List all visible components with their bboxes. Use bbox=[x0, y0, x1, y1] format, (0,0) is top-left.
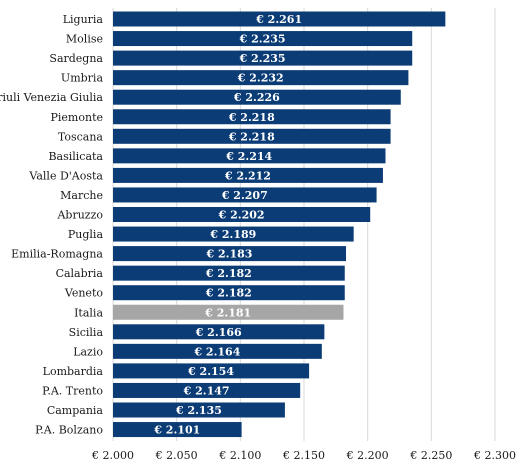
category-label: Lombardia bbox=[43, 365, 104, 378]
bar-value-label: € 2.164 bbox=[193, 345, 240, 358]
category-label: Umbria bbox=[61, 72, 104, 85]
bar-value-label: € 2.218 bbox=[228, 111, 275, 124]
bar bbox=[113, 226, 354, 242]
bar-value-label: € 2.218 bbox=[228, 130, 275, 143]
bar-value-label: € 2.212 bbox=[224, 169, 271, 182]
bar bbox=[113, 422, 242, 438]
bar bbox=[113, 402, 285, 418]
category-label: P.A. Trento bbox=[42, 384, 103, 397]
category-label: Sardegna bbox=[49, 52, 103, 65]
category-label: Toscana bbox=[58, 130, 104, 143]
bar-value-label: € 2.226 bbox=[233, 91, 280, 104]
x-tick-label: € 2.100 bbox=[218, 449, 261, 462]
x-tick-label: € 2.250 bbox=[409, 449, 452, 462]
bar bbox=[113, 246, 347, 262]
bar-value-label: € 2.147 bbox=[183, 384, 230, 397]
bar bbox=[113, 11, 446, 27]
category-label: Emilia-Romagna bbox=[11, 248, 103, 261]
category-label: Friuli Venezia Giulia bbox=[0, 91, 103, 104]
category-label: Basilicata bbox=[48, 150, 103, 163]
bar-value-label: € 2.235 bbox=[239, 33, 286, 46]
bar-value-label: € 2.135 bbox=[175, 404, 222, 417]
bar bbox=[113, 343, 322, 359]
category-label: Molise bbox=[66, 33, 103, 46]
bar-value-label: € 2.182 bbox=[205, 267, 252, 280]
bar-value-label: € 2.154 bbox=[187, 365, 234, 378]
bar bbox=[113, 148, 386, 164]
bar-value-label: € 2.101 bbox=[153, 424, 200, 437]
bar bbox=[113, 265, 345, 281]
bar bbox=[113, 167, 383, 183]
bar-value-label: € 2.232 bbox=[237, 72, 284, 85]
x-axis-tick-labels: € 2.000 € 2.050 € 2.100 € 2.150 € 2.200 € 2.2… bbox=[91, 449, 516, 462]
bar bbox=[113, 324, 325, 340]
bar bbox=[113, 207, 371, 222]
bar-value-label: € 2.214 bbox=[225, 150, 272, 163]
category-label: Liguria bbox=[63, 13, 104, 26]
bar bbox=[113, 109, 391, 125]
x-tick-label: € 2.200 bbox=[346, 449, 389, 462]
category-label: Abruzzo bbox=[56, 209, 103, 222]
category-label: Veneto bbox=[64, 287, 103, 300]
bar bbox=[113, 285, 345, 301]
bar bbox=[113, 304, 344, 320]
x-tick-label: € 2.000 bbox=[91, 449, 134, 462]
category-label: Lazio bbox=[73, 345, 103, 358]
bar-value-label: € 2.182 bbox=[205, 287, 252, 300]
bar bbox=[113, 50, 413, 66]
x-tick-label: € 2.150 bbox=[282, 449, 325, 462]
category-label: Campania bbox=[47, 404, 104, 417]
category-label: Piemonte bbox=[51, 111, 104, 124]
category-label: Sicilia bbox=[69, 326, 104, 339]
bars: € 2.261 € 2.235 € 2.235 € 2.232 € 2.226 € 2.2… bbox=[113, 11, 446, 438]
bar-value-label: € 2.181 bbox=[204, 306, 251, 319]
category-labels: Liguria Molise Sardegna Umbria Friuli Venezi… bbox=[0, 13, 103, 437]
category-label: Calabria bbox=[56, 267, 104, 280]
bar bbox=[113, 382, 301, 398]
category-label: Puglia bbox=[68, 228, 104, 241]
x-tick-label: € 2.300 bbox=[473, 449, 516, 462]
bar-value-label: € 2.166 bbox=[195, 326, 242, 339]
bar bbox=[113, 89, 401, 105]
bar-value-label: € 2.202 bbox=[218, 209, 265, 222]
category-label: Marche bbox=[60, 189, 103, 202]
bar bbox=[113, 31, 413, 47]
bar-value-label: € 2.189 bbox=[209, 228, 256, 241]
bar bbox=[113, 70, 409, 86]
bar bbox=[113, 128, 391, 144]
category-label: P.A. Bolzano bbox=[35, 424, 103, 437]
category-label: Italia bbox=[74, 306, 103, 319]
bar bbox=[113, 187, 377, 203]
bar-value-label: € 2.207 bbox=[221, 189, 268, 202]
bar-value-label: € 2.183 bbox=[206, 248, 253, 261]
x-tick-label: € 2.050 bbox=[155, 449, 198, 462]
category-label: Valle D'Aosta bbox=[28, 169, 103, 182]
bar-value-label: € 2.261 bbox=[255, 13, 302, 26]
bar-value-label: € 2.235 bbox=[239, 52, 286, 65]
bar bbox=[113, 363, 310, 379]
